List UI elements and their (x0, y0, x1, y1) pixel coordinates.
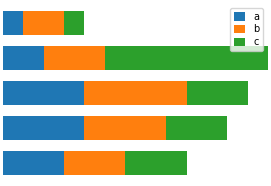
Bar (85, 81, 186, 105)
Bar (166, 116, 227, 140)
Legend: a, b, c: a, b, c (230, 8, 263, 51)
Bar (64, 151, 125, 175)
Bar (3, 81, 85, 105)
Bar (64, 11, 85, 35)
Bar (44, 46, 105, 70)
Bar (85, 116, 166, 140)
Bar (3, 11, 23, 35)
Bar (3, 151, 64, 175)
Bar (186, 81, 248, 105)
Bar (125, 151, 186, 175)
Bar (3, 46, 44, 70)
Bar (105, 46, 268, 70)
Bar (3, 116, 85, 140)
Bar (23, 11, 64, 35)
